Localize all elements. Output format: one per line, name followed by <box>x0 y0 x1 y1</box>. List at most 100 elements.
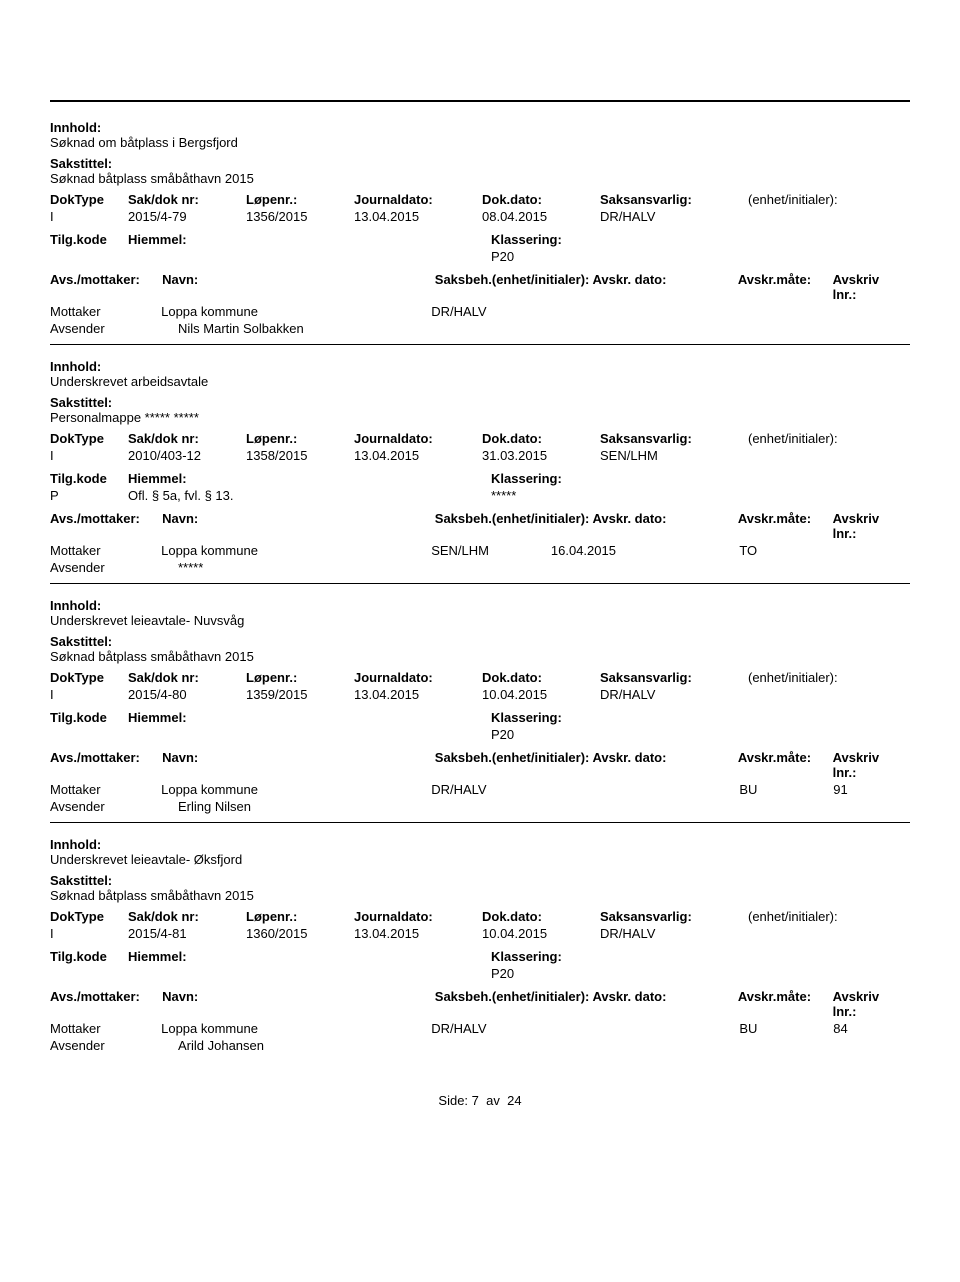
hiemmel-label: Hiemmel: <box>128 471 491 486</box>
dokdato-label: Dok.dato: <box>482 909 600 924</box>
avskr-lnr-value <box>833 304 910 319</box>
enhet-label: (enhet/initialer): <box>748 909 910 924</box>
saksbeh-label: Saksbeh.(enhet/initialer): Avskr. dato: <box>435 989 738 1019</box>
dokdato-label: Dok.dato: <box>482 192 600 207</box>
mottaker-navn: Loppa kommune <box>161 1021 431 1036</box>
avsmottaker-label: Avs./mottaker: <box>50 750 162 780</box>
tilgkode-label: Tilg.kode <box>50 949 128 964</box>
entry-divider <box>50 344 910 345</box>
doktype-value: I <box>50 926 128 941</box>
saksansvarlig-label: Saksansvarlig: <box>600 431 748 446</box>
hiemmel-label: Hiemmel: <box>128 232 491 247</box>
mottaker-navn: Loppa kommune <box>161 543 431 558</box>
saksbeh-value: SEN/LHM <box>431 543 551 558</box>
saksbeh-value: DR/HALV <box>431 782 551 797</box>
dokdato-label: Dok.dato: <box>482 670 600 685</box>
innhold-label: Innhold: <box>50 359 910 374</box>
sakstittel-value: Søknad båtplass småbåthavn 2015 <box>50 888 910 903</box>
dokdato-label: Dok.dato: <box>482 431 600 446</box>
sakstittel-label: Sakstittel: <box>50 156 910 171</box>
avskrivlnr-label: Avskriv lnr.: <box>833 750 910 780</box>
tilgkode-value: P <box>50 488 128 503</box>
lopenr-value: 1360/2015 <box>246 926 354 941</box>
footer-side-label: Side: <box>438 1093 468 1108</box>
avskr-mate-value: BU <box>739 1021 833 1036</box>
hiemmel-value <box>128 727 491 742</box>
sakstittel-value: Søknad båtplass småbåthavn 2015 <box>50 171 910 186</box>
innhold-label: Innhold: <box>50 598 910 613</box>
hiemmel-value <box>128 966 491 981</box>
sakdok-label: Sak/dok nr: <box>128 670 246 685</box>
avsmottaker-label: Avs./mottaker: <box>50 989 162 1019</box>
top-divider <box>50 100 910 102</box>
innhold-value: Underskrevet leieavtale- Øksfjord <box>50 852 910 867</box>
doktype-label: DokType <box>50 192 128 207</box>
tilgkode-label: Tilg.kode <box>50 710 128 725</box>
journal-entry: Innhold: Underskrevet arbeidsavtale Saks… <box>50 359 910 575</box>
sakstittel-value: Søknad båtplass småbåthavn 2015 <box>50 649 910 664</box>
hiemmel-label: Hiemmel: <box>128 949 491 964</box>
avsender-role: Avsender <box>50 1038 178 1053</box>
avskr-dato-value: 16.04.2015 <box>551 543 739 558</box>
journal-entry: Innhold: Underskrevet leieavtale- Øksfjo… <box>50 837 910 1053</box>
saksansvarlig-value: DR/HALV <box>600 209 748 224</box>
klassering-label: Klassering: <box>491 710 749 725</box>
entry-divider <box>50 583 910 584</box>
tilgkode-value <box>50 727 128 742</box>
lopenr-label: Løpenr.: <box>246 192 354 207</box>
saksansvarlig-label: Saksansvarlig: <box>600 192 748 207</box>
avsmottaker-label: Avs./mottaker: <box>50 511 162 541</box>
sakdok-value: 2015/4-81 <box>128 926 246 941</box>
sakdok-label: Sak/dok nr: <box>128 192 246 207</box>
tilgkode-value <box>50 966 128 981</box>
enhet-label: (enhet/initialer): <box>748 192 910 207</box>
sakstittel-label: Sakstittel: <box>50 873 910 888</box>
journaldato-label: Journaldato: <box>354 192 482 207</box>
sakstittel-label: Sakstittel: <box>50 395 910 410</box>
avsender-role: Avsender <box>50 799 178 814</box>
journaldato-value: 13.04.2015 <box>354 448 482 463</box>
doktype-label: DokType <box>50 670 128 685</box>
avskr-dato-value <box>551 304 739 319</box>
sakdok-label: Sak/dok nr: <box>128 909 246 924</box>
avsender-role: Avsender <box>50 560 178 575</box>
mottaker-role: Mottaker <box>50 782 161 797</box>
navn-label: Navn: <box>162 989 435 1019</box>
hiemmel-value: Ofl. § 5a, fvl. § 13. <box>128 488 491 503</box>
avskrivlnr-label: Avskriv lnr.: <box>833 511 910 541</box>
hiemmel-label: Hiemmel: <box>128 710 491 725</box>
sakstittel-value: Personalmappe ***** ***** <box>50 410 910 425</box>
innhold-value: Søknad om båtplass i Bergsfjord <box>50 135 910 150</box>
innhold-value: Underskrevet leieavtale- Nuvsvåg <box>50 613 910 628</box>
doktype-value: I <box>50 687 128 702</box>
journal-entry: Innhold: Søknad om båtplass i Bergsfjord… <box>50 120 910 336</box>
avsender-navn: Arild Johansen <box>178 1038 491 1053</box>
sakdok-value: 2015/4-79 <box>128 209 246 224</box>
avsender-navn: ***** <box>178 560 491 575</box>
enhet-label: (enhet/initialer): <box>748 670 910 685</box>
lopenr-value: 1356/2015 <box>246 209 354 224</box>
klassering-label: Klassering: <box>491 232 749 247</box>
lopenr-value: 1358/2015 <box>246 448 354 463</box>
saksansvarlig-value: DR/HALV <box>600 926 748 941</box>
lopenr-label: Løpenr.: <box>246 670 354 685</box>
hiemmel-value <box>128 249 491 264</box>
innhold-label: Innhold: <box>50 837 910 852</box>
lopenr-label: Løpenr.: <box>246 431 354 446</box>
sakstittel-label: Sakstittel: <box>50 634 910 649</box>
saksansvarlig-label: Saksansvarlig: <box>600 909 748 924</box>
doktype-label: DokType <box>50 431 128 446</box>
avskr-lnr-value <box>833 543 910 558</box>
avskr-mate-value: TO <box>739 543 833 558</box>
footer-page: 7 <box>472 1093 479 1108</box>
mottaker-navn: Loppa kommune <box>161 304 431 319</box>
avskr-dato-value <box>551 782 739 797</box>
avskr-lnr-value: 91 <box>833 782 910 797</box>
avskrmate-label: Avskr.måte: <box>738 989 833 1019</box>
journaldato-label: Journaldato: <box>354 909 482 924</box>
avskr-mate-value <box>739 304 833 319</box>
dokdato-value: 10.04.2015 <box>482 687 600 702</box>
klassering-value: ***** <box>491 488 749 503</box>
lopenr-label: Løpenr.: <box>246 909 354 924</box>
lopenr-value: 1359/2015 <box>246 687 354 702</box>
